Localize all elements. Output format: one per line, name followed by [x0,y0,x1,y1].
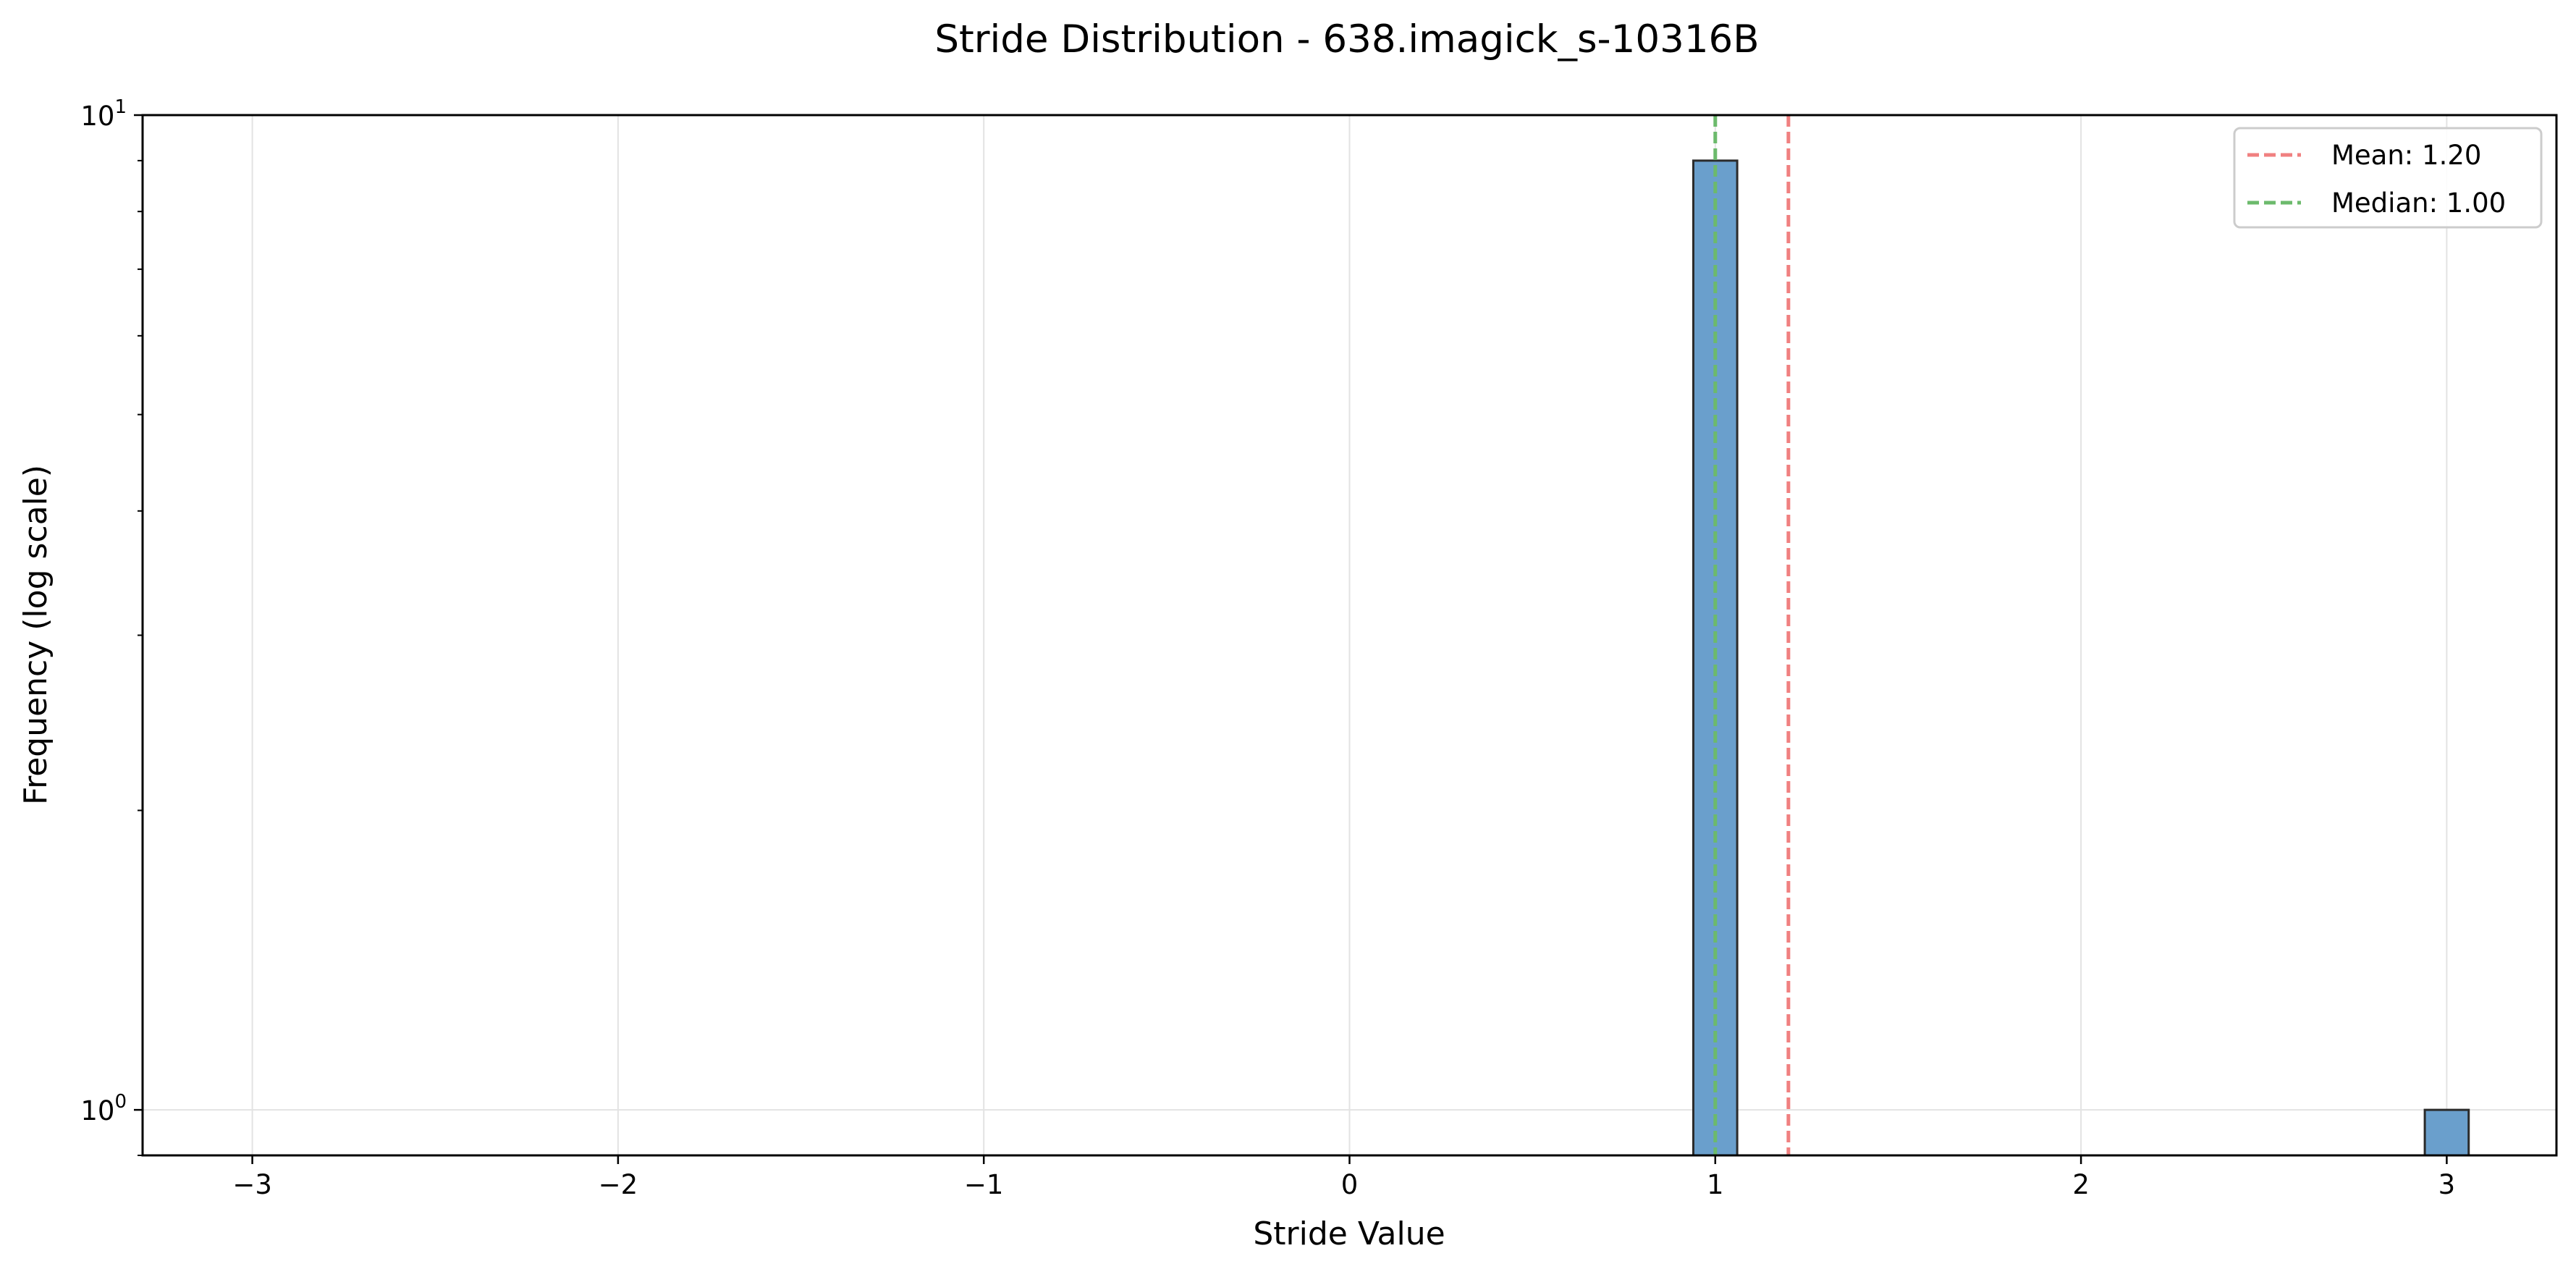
x-tick-label: 3 [2438,1169,2456,1200]
x-tick-label: 0 [1341,1169,1359,1200]
legend-label-median: Median: 1.00 [2331,187,2506,219]
legend: Mean: 1.20 Median: 1.00 [2233,127,2543,229]
x-tick-label: 2 [2072,1169,2090,1200]
x-tick-label: −3 [232,1169,272,1200]
y-tick-label: 101 [80,96,127,132]
x-tick-label: −2 [599,1169,638,1200]
x-tick-label: 1 [1707,1169,1724,1200]
x-tick-label: −1 [964,1169,1004,1200]
y-tick-label: 100 [80,1091,127,1126]
x-axis-label: Stride Value [1253,1215,1445,1252]
y-axis-label: Frequency (log scale) [17,465,54,805]
histogram-bar [2423,1108,2470,1157]
reference-lines [1713,115,1791,1155]
y-axis-ticks: 100 101 [80,96,143,1156]
chart-title: Stride Distribution - 638.imagick_s-1031… [934,17,1759,62]
x-axis-ticks: −3 −2 −1 0 1 2 3 [232,1155,2455,1200]
legend-label-mean: Mean: 1.20 [2331,140,2481,171]
plot-area [141,114,2558,1157]
legend-box [2233,127,2543,229]
